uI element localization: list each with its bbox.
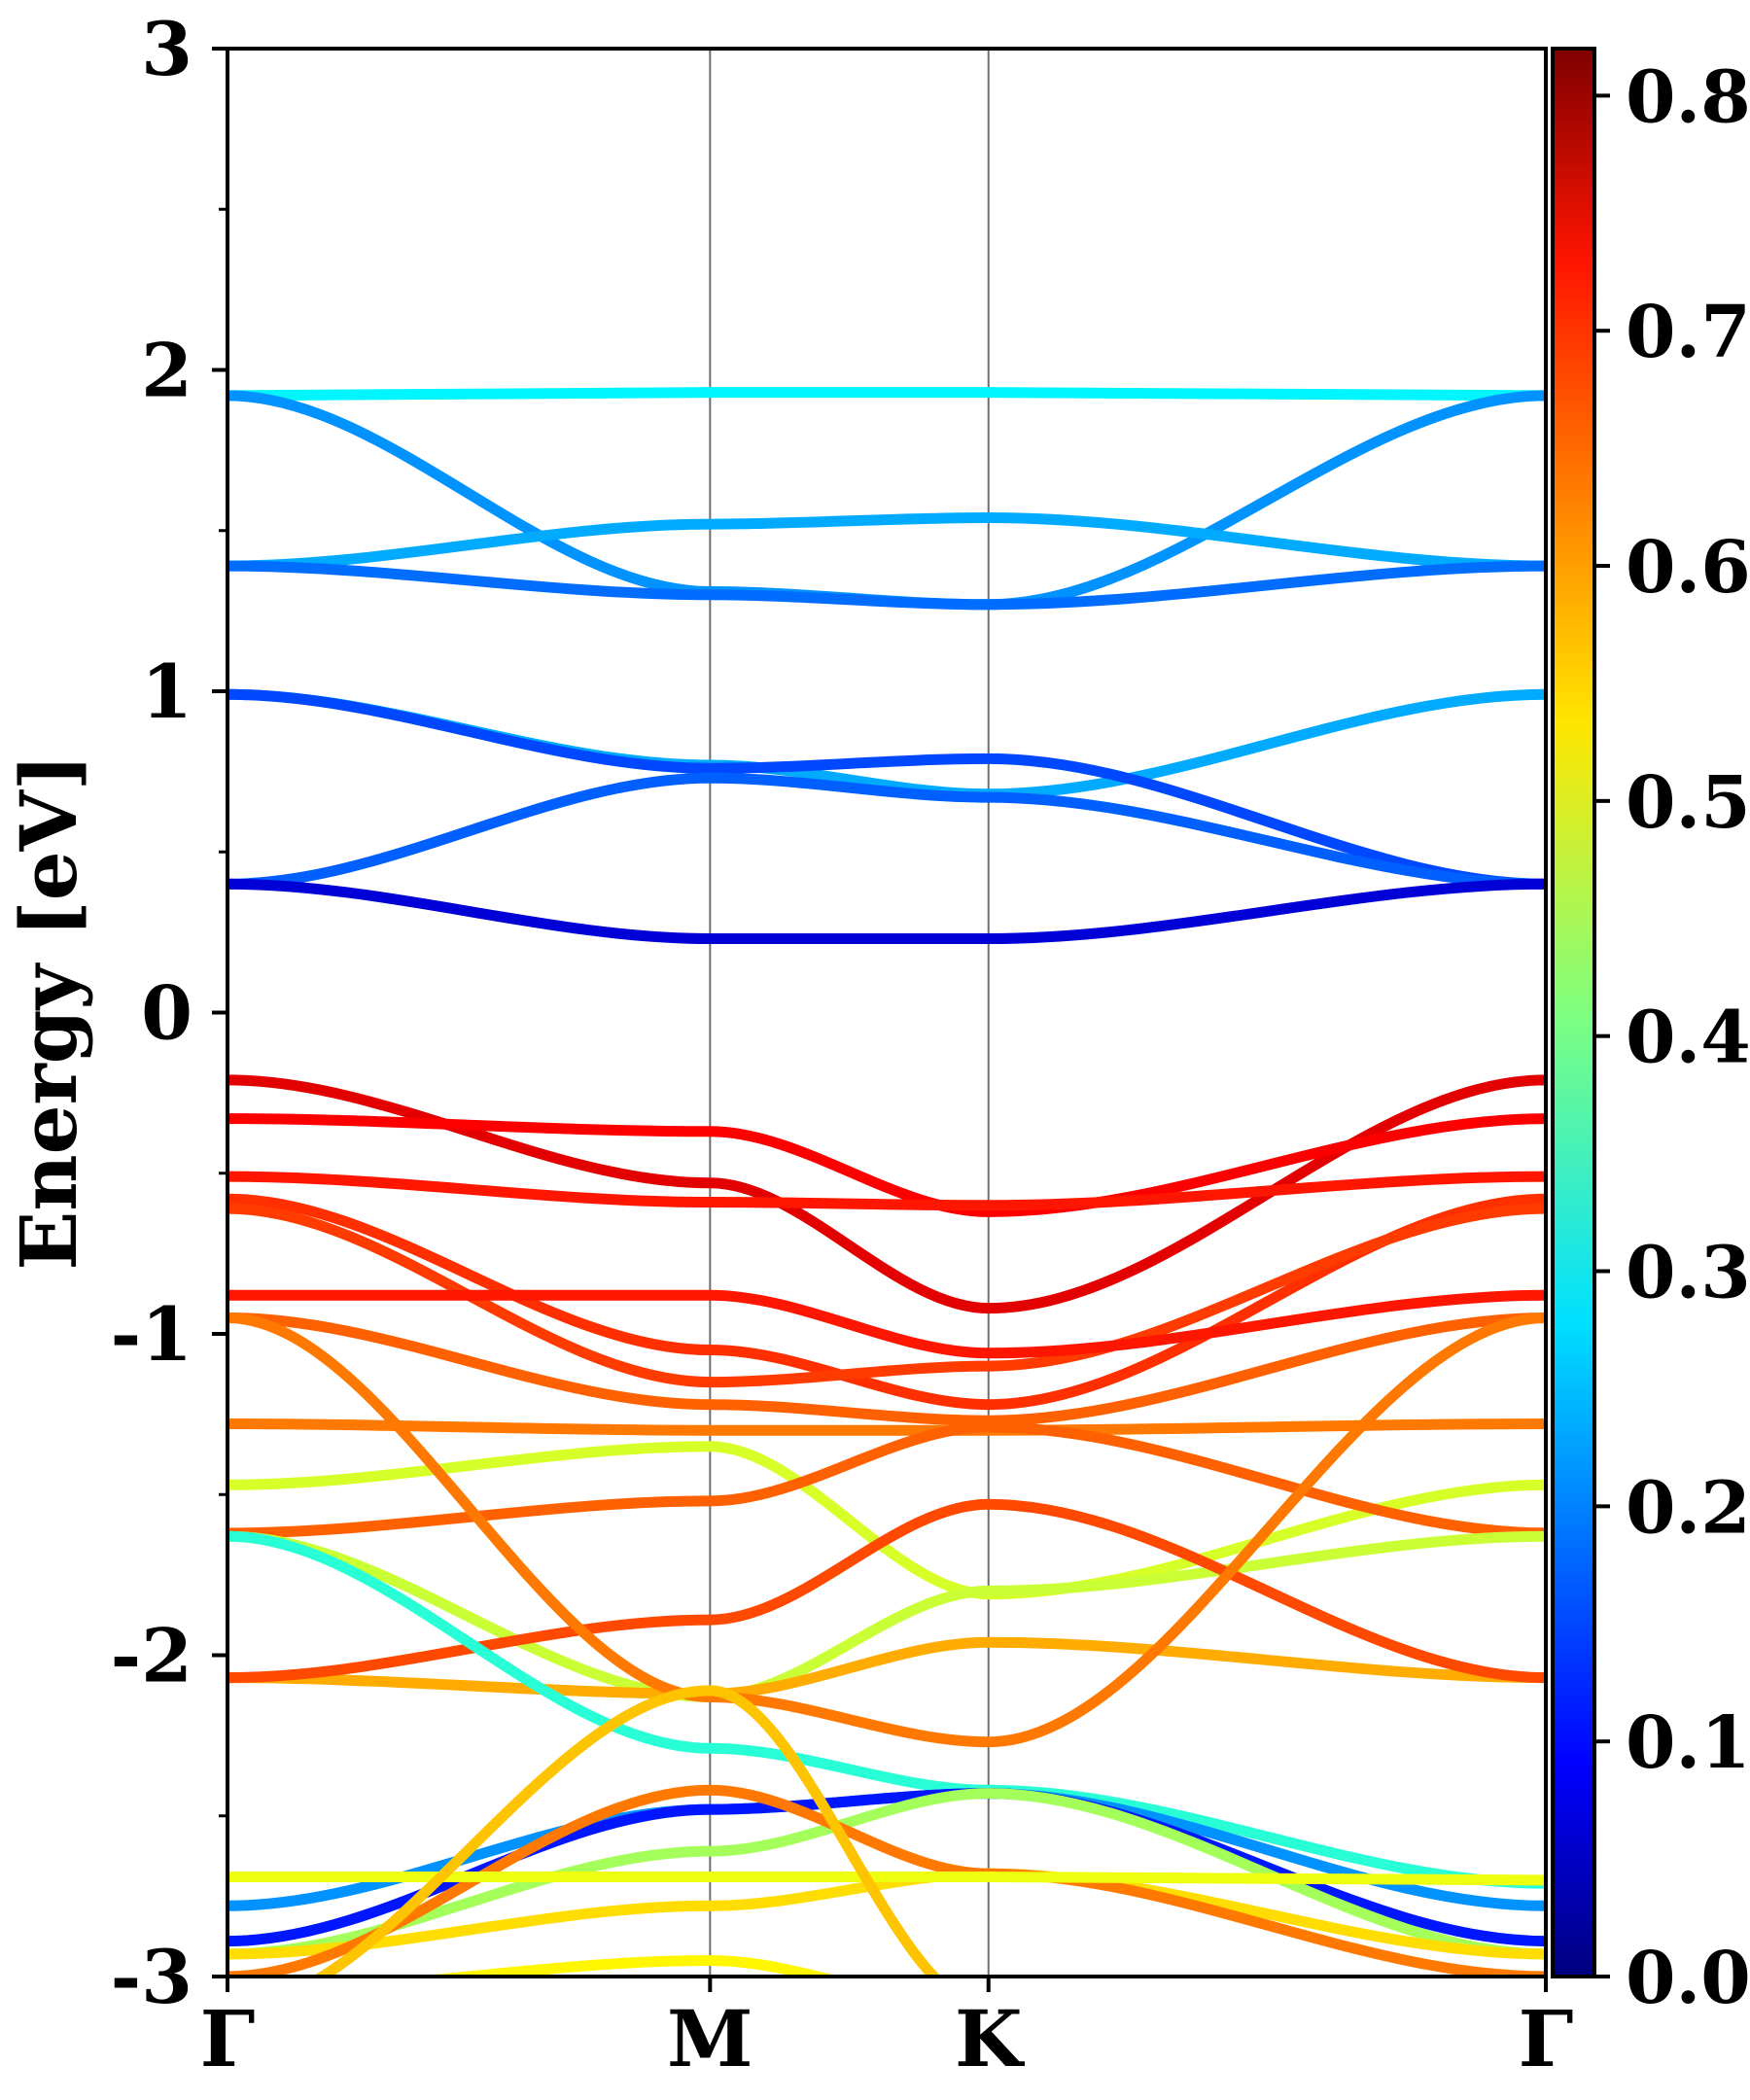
band-line-26 <box>228 1868 1546 1960</box>
band-line-5 <box>228 688 1546 890</box>
y-axis-title: Energy [eV] <box>3 753 94 1270</box>
x-tick-label-1: M <box>667 1993 753 2084</box>
band-line-18 <box>228 1530 1546 1702</box>
colorbar-tick-label-0: 0.0 <box>1626 1937 1750 2020</box>
colorbar-tick-label-8: 0.8 <box>1626 55 1750 139</box>
colorbar-tick-label-5: 0.5 <box>1626 761 1750 845</box>
band-line-11 <box>228 1193 1546 1411</box>
high-symmetry-lines <box>709 49 990 1977</box>
colorbar-tick-label-3: 0.3 <box>1626 1232 1750 1315</box>
band-line-8 <box>228 1074 1546 1314</box>
band-lines <box>228 387 1546 1977</box>
band-line-27 <box>228 1784 1546 1977</box>
colorbar-tick-label-4: 0.4 <box>1626 997 1750 1080</box>
y-tick-label-0: -3 <box>111 1934 192 2020</box>
band-line-0 <box>228 387 1546 402</box>
band-line-16 <box>228 1441 1546 1600</box>
colorbar-axis: 0.0 0.1 0.2 0.3 0.4 0.5 0.6 0.7 0.8 <box>1594 55 1750 2020</box>
y-axis: -3 -2 -1 0 1 2 3 <box>111 6 228 2020</box>
band-line-9 <box>228 1113 1546 1217</box>
band-line-2 <box>228 512 1546 572</box>
band-line-29 <box>413 1955 840 1977</box>
x-tick-label-3: Γ <box>1519 1993 1574 2084</box>
band-line-14 <box>228 1312 1546 1426</box>
band-line-7 <box>228 878 1546 944</box>
band-line-13 <box>228 1289 1546 1359</box>
band-line-12 <box>228 1203 1546 1388</box>
band-line-20 <box>228 1498 1546 1684</box>
band-line-3 <box>228 560 1546 611</box>
x-tick-label-2: K <box>955 1993 1025 2084</box>
colorbar-tick-label-2: 0.2 <box>1626 1466 1750 1550</box>
band-line-30 <box>312 1685 942 1977</box>
y-tick-label-3: 0 <box>141 970 192 1057</box>
band-line-28 <box>228 1871 1546 1886</box>
y-tick-label-2: -1 <box>111 1291 192 1378</box>
band-line-4 <box>228 688 1546 800</box>
band-line-19 <box>228 1636 1546 1699</box>
band-line-15 <box>228 1418 1546 1436</box>
band-line-6 <box>228 772 1546 890</box>
band-line-21 <box>228 1530 1546 1889</box>
colorbar-tick-label-7: 0.7 <box>1626 291 1750 374</box>
y-tick-label-5: 2 <box>141 328 192 414</box>
colorbar-tick-label-1: 0.1 <box>1626 1701 1750 1785</box>
band-line-10 <box>228 1171 1546 1211</box>
x-tick-label-0: Γ <box>200 1993 256 2084</box>
y-tick-label-1: -2 <box>111 1613 192 1699</box>
colorbar <box>1551 47 1596 1978</box>
y-tick-label-6: 3 <box>141 6 192 92</box>
band-line-25 <box>228 1788 1546 1960</box>
colorbar-tick-label-6: 0.6 <box>1626 526 1750 610</box>
band-line-22 <box>228 1312 1546 1748</box>
y-tick-label-4: 1 <box>141 648 192 735</box>
